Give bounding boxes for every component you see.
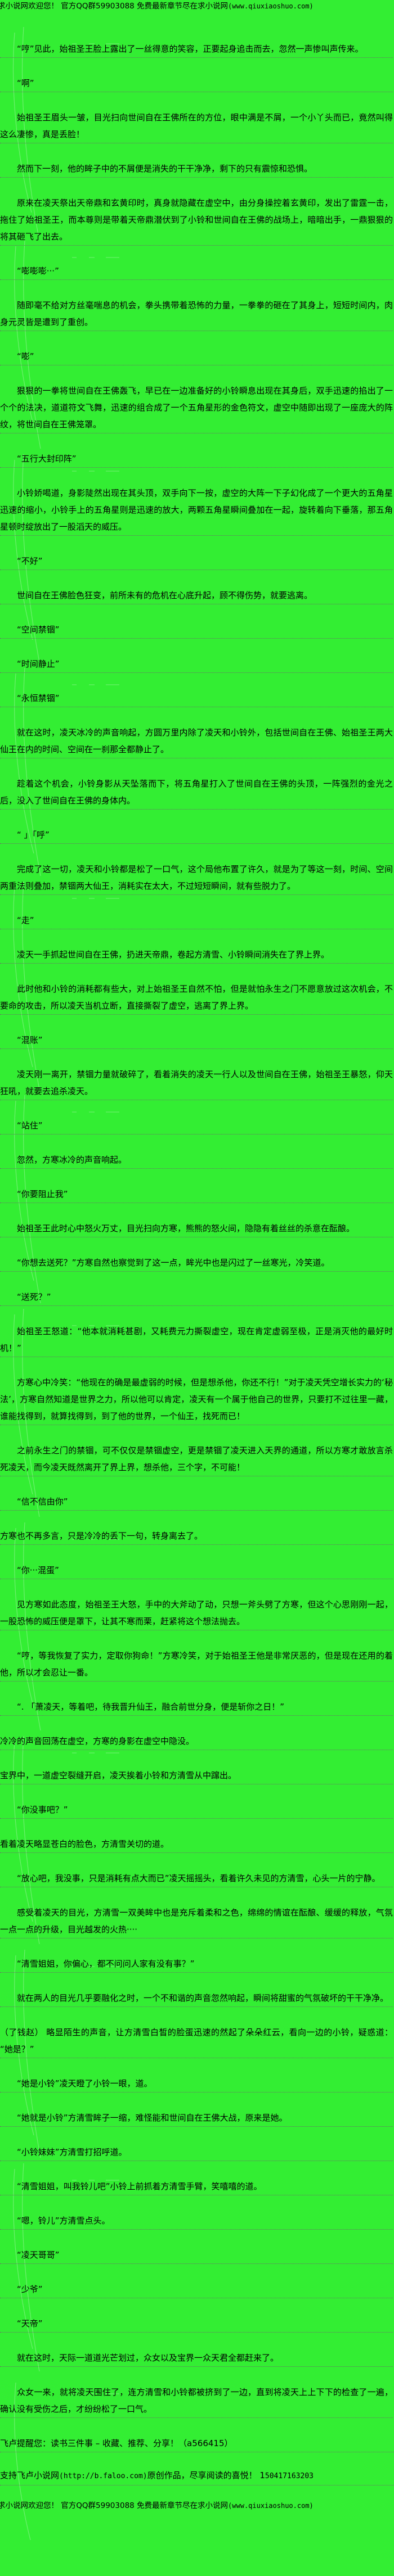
chapter-paragraph: “啊” (0, 75, 393, 92)
chapter-paragraph: “空间禁锢” (0, 621, 393, 639)
chapter-paragraph: “站住” (0, 1117, 393, 1135)
footer-support: 支持飞卢小说网(http://b.faloo.com)原创作品，尽享阅读的喜悦！… (0, 2467, 394, 2485)
chapter-paragraph: 之前永生之门的禁锢，可不仅仅是禁锢虚空，更是禁锢了凌天进入天界的通道，所以方寒才… (0, 1442, 393, 1476)
footer-id: 50417163203 (265, 2472, 314, 2480)
top-banner-text: 求小说网欢迎您！ 官方QQ群59903088 免费最新章节尽在求小说网 (0, 2, 229, 11)
chapter-paragraph: 就在两人的目光几乎要融化之时，一个不和谐的声音忽然响起，瞬间将甜蜜的气氛破坏的干… (0, 1990, 393, 2007)
chapter-paragraph: “你没事吧？” (0, 1801, 393, 1819)
chapter-paragraph: “你···混蛋” (0, 1562, 393, 1579)
chapter-paragraph: “清雪姐姐，你偏心，都不问问人家有没有事？” (0, 1955, 393, 1973)
chapter-paragraph: “放心吧，我没事，只是消耗有点大而已”凌天摇摇头，看着许久未见的方清雪，心头一片… (0, 1870, 393, 1887)
chapter-paragraph: “哼，等我恢复了实力，定取你狗命！”方寒冷笑，对于始祖圣王他是非常厌恶的，但是现… (0, 1647, 393, 1682)
chapter-paragraph: “她是小铃”凌天瞪了小铃一眼，道。 (0, 2075, 393, 2093)
chapter-paragraph: “时间静止” (0, 656, 393, 673)
chapter-paragraph: “走” (0, 912, 393, 929)
footer-reminder: 飞卢提醒您：读书三件事 – 收藏、推荐、分享！（a566415） (0, 2435, 394, 2452)
chapter-paragraph: “永恒禁锢” (0, 690, 393, 707)
top-banner-url[interactable]: (www.qiuxiaoshuo.com) (228, 2, 314, 10)
chapter-paragraph: 众女一来，就将凌天围住了，连方清雪和小铃都被挤到了一边，直到将凌天上上下下的检查… (0, 2384, 393, 2418)
chapter-paragraph: “少爷” (0, 2281, 393, 2298)
footer-support-prefix: 支持飞卢小说网 (0, 2470, 60, 2480)
chapter-paragraph: “小铃妹妹”方清雪打招呼道。 (0, 2144, 393, 2161)
chapter-paragraph: “混账” (0, 1032, 393, 1049)
top-site-banner: 求小说网欢迎您！ 官方QQ群59903088 免费最新章节尽在求小说网(www.… (0, 0, 394, 11)
chapter-paragraph: 就在这时，凌天冰冷的声音响起，方圆万里内除了凌天和小铃外，包括世间自在王佛、始祖… (0, 724, 393, 758)
chapter-paragraph: 宝界中，一道虚空裂缝开启，凌天挨着小铃和方清雪从中蹿出。 (0, 1767, 393, 1784)
chapter-paragraph: 冷冷的声音回荡在虚空，方寒的身影在虚空中隐没。 (0, 1733, 393, 1750)
chapter-paragraph: “你想去送死？”方寒自然也察觉到了这一点，眸光中也是闪过了一丝寒光，冷笑道。 (0, 1254, 393, 1272)
chapter-paragraph: “嘭嘭嘭···” (0, 263, 393, 280)
chapter-paragraph: “你要阻止我” (0, 1186, 393, 1203)
bottom-site-banner: 求小说网欢迎您！ 官方QQ群59903088 免费最新章节尽在求小说网(www.… (0, 2500, 394, 2511)
chapter-paragraph: 小铃娇喝道，身影陡然出现在其头顶，双手向下一按，虚空的大阵一下子幻化成了一个更大… (0, 485, 393, 536)
chapter-paragraph: 方寒也不再多言，只是冷冷的丢下一句，转身离去了。 (0, 1527, 393, 1545)
chapter-paragraph: 就在这时，天际一道道光芒划过，众女以及宝界一众天君全都赶来了。 (0, 2349, 393, 2367)
chapter-paragraph: “她就是小铃”方清雪眸子一缩，难怪能和世间自在王佛大战，原来是她。 (0, 2109, 393, 2127)
chapter-paragraph: 完成了这一切，凌天和小铃都是松了一口气，这个局他布置了许久，就是为了等这一刻，时… (0, 861, 393, 895)
chapter-paragraph: 此时他和小铃的消耗都有些大，对上始祖圣王自然不怕，但是就怕永生之门不愿意放过这次… (0, 980, 393, 1015)
chapter-paragraph: “凌天哥哥” (0, 2247, 393, 2264)
chapter-paragraph: “哼”见此，始祖圣王脸上露出了一丝得意的笑容，正要起身追击而去，忽然一声惨叫声传… (0, 40, 393, 58)
chapter-paragraph: 感受着凌天的目光，方清雪一双美眸中也是充斥着柔和之色，绵绵的情谊在酝酿、缓缓的释… (0, 1904, 393, 1938)
chapter-paragraph: 始祖圣王眉头一皱，目光扫向世间自在王佛所在的方位，眼中满是不屑，一个小丫头而已，… (0, 109, 393, 143)
footer-support-url[interactable]: (http://b.faloo.com) (59, 2472, 147, 2480)
chapter-paragraph: “送死？” (0, 1289, 393, 1306)
bottom-banner-text: 求小说网欢迎您！ 官方QQ群59903088 免费最新章节尽在求小说网 (0, 2501, 229, 2510)
chapter-paragraph: 狠狠的一拳将世间自在王佛轰飞，早已在一边准备好的小铃瞬息出现在其身后，双手迅速的… (0, 382, 393, 433)
chapter-paragraph: “ 」「呼” (0, 826, 393, 844)
chapter-paragraph: 始祖圣王怒道：“他本就消耗甚剧，又耗费元力撕裂虚空，现在肯定虚弱至极，正是消灭他… (0, 1323, 393, 1357)
chapter-paragraph: （了钱赵） 略显陌生的声音，让方清雪白皙的脸蛋迅速的然起了朵朵红云，看向一边的小… (0, 2024, 393, 2058)
chapter-paragraph: 随即毫不给对方丝毫喘息的机会，拳头携带着恐怖的力量，一拳拳的砸在了其身上，短短时… (0, 297, 393, 331)
chapter-paragraph: “清雪姐姐，叫我铃儿吧”小铃上前抓着方清雪手臂，笑嘻嘻的道。 (0, 2178, 393, 2195)
footer-support-suffix: 原创作品，尽享阅读的喜悦！ 1 (147, 2470, 265, 2480)
chapter-paragraph: “嗯，铃儿”方清雪点头。 (0, 2212, 393, 2230)
chapter-paragraph: 凌天一手抓起世间自在王佛，扔进天帝鼎，卷起方清雪、小铃瞬间消失在了界上界。 (0, 946, 393, 964)
bottom-banner-url[interactable]: (www.qiuxiaoshuo.com) (228, 2502, 314, 2510)
chapter-paragraph: 见方寒如此态度，始祖圣王大怒，手中的大斧动了动，只想一斧头劈了方寒，但这个心思刚… (0, 1596, 393, 1630)
chapter-paragraph: 凌天刚一离开，禁锢力量就破碎了，看着消失的凌天一行人以及世间自在王佛，始祖圣王暴… (0, 1066, 393, 1100)
chapter-paragraph: 原来在凌天祭出天帝鼎和玄黄印时，真身就隐藏在虚空中，由分身操控着玄黄印，发出了雷… (0, 195, 393, 246)
chapter-paragraph: 趁着这个机会，小铃身影从天坠落而下，将五角星打入了世间自在王佛的头顶，一阵强烈的… (0, 775, 393, 810)
chapter-paragraph: “信不信由你” (0, 1493, 393, 1511)
chapter-paragraph: “五行大封印阵” (0, 450, 393, 468)
chapter-paragraph: 忽然，方寒冰冷的声音响起。 (0, 1151, 393, 1169)
chapter-paragraph: 始祖圣王此时心中怒火万丈，目光扫向方寒，熊熊的怒火间，隐隐有着丝丝的杀意在酝酿。 (0, 1220, 393, 1237)
chapter-footer: 飞卢提醒您：读书三件事 – 收藏、推荐、分享！（a566415） 支持飞卢小说网… (0, 2435, 394, 2485)
chapter-body: “哼”见此，始祖圣王脸上露出了一丝得意的笑容，正要起身追击而去，忽然一声惨叫声传… (0, 40, 394, 2418)
chapter-paragraph: “不好” (0, 553, 393, 570)
chapter-paragraph: “. 「萧凌天，等着吧，待我晋升仙王，融合前世分身，便是斩你之日！” (0, 1698, 393, 1716)
chapter-paragraph: 世间自在王佛脸色狂变，前所未有的危机在心底升起，顾不得伤势，就要逃离。 (0, 587, 393, 604)
chapter-paragraph: “嘭” (0, 348, 393, 365)
chapter-paragraph: “天帝” (0, 2315, 393, 2333)
chapter-paragraph: 看着凌天略显苍白的脸色，方清雪关切的道。 (0, 1836, 393, 1853)
chapter-paragraph: 方寒心中冷笑：“他现在的确是最虚弱的时候，但是想杀他，你还不行！”对于凌天凭空增… (0, 1374, 393, 1425)
chapter-paragraph: 然而下一刻，他的眸子中的不屑便是消失的干干净净，剩下的只有震惊和恐惧。 (0, 160, 393, 178)
